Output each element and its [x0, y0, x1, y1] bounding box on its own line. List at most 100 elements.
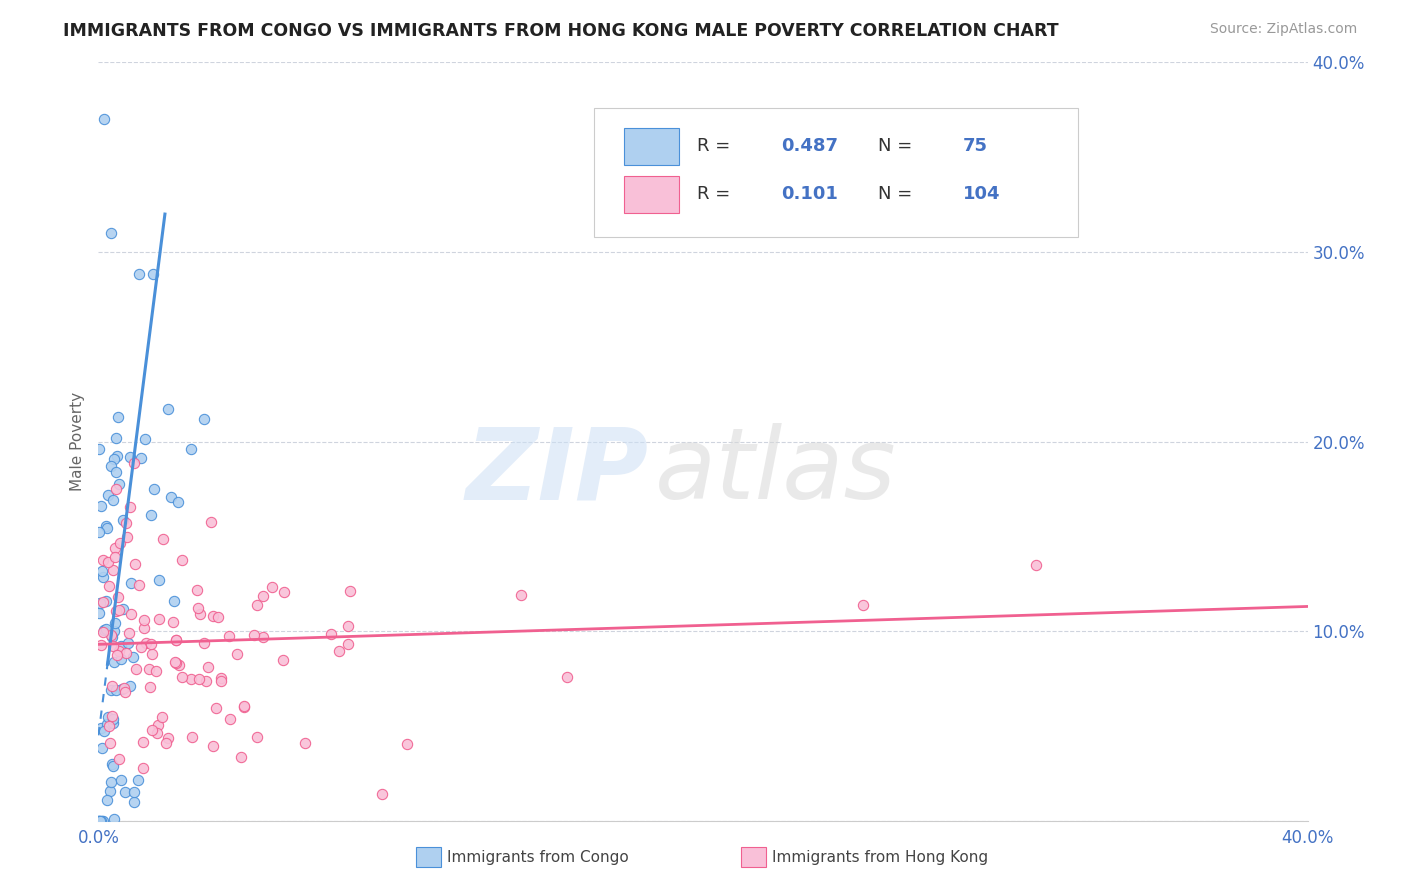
- Point: [339, 584, 361, 599]
- Point: [108, 536, 131, 550]
- Point: [165, 632, 187, 647]
- Point: [90, 565, 112, 579]
- Point: [122, 795, 145, 809]
- Point: [108, 477, 131, 491]
- Point: [98, 735, 121, 749]
- Point: [143, 482, 166, 496]
- Point: [187, 600, 209, 615]
- Point: [852, 598, 875, 612]
- Point: [205, 700, 228, 714]
- Point: [120, 576, 142, 591]
- Point: [100, 459, 122, 474]
- Point: [180, 672, 202, 686]
- Point: [219, 712, 242, 726]
- Point: [166, 656, 188, 670]
- Point: [188, 673, 211, 687]
- Point: [103, 712, 125, 726]
- Point: [98, 784, 121, 798]
- Point: [135, 636, 157, 650]
- Point: [132, 613, 155, 627]
- Point: [273, 653, 295, 667]
- Text: R =: R =: [697, 186, 730, 203]
- Text: 0.101: 0.101: [782, 186, 838, 203]
- Point: [103, 716, 125, 731]
- Point: [91, 595, 114, 609]
- Point: [93, 623, 115, 637]
- Point: [120, 500, 142, 515]
- Point: [131, 640, 153, 654]
- Point: [87, 814, 110, 828]
- Point: [139, 637, 162, 651]
- Point: [87, 814, 110, 828]
- Text: N =: N =: [879, 186, 912, 203]
- Point: [104, 615, 127, 630]
- Point: [103, 639, 125, 653]
- Text: R =: R =: [697, 136, 730, 155]
- Point: [122, 456, 145, 470]
- Point: [555, 670, 578, 684]
- Point: [232, 700, 254, 714]
- Point: [197, 660, 219, 674]
- Point: [396, 737, 419, 751]
- Point: [100, 226, 122, 240]
- Point: [90, 638, 112, 652]
- Point: [165, 633, 187, 648]
- Text: ZIP: ZIP: [465, 424, 648, 520]
- Point: [145, 664, 167, 678]
- Point: [111, 513, 134, 527]
- Point: [125, 662, 148, 676]
- Point: [163, 593, 186, 607]
- Y-axis label: Male Poverty: Male Poverty: [70, 392, 86, 491]
- Point: [105, 604, 128, 618]
- Point: [112, 602, 135, 616]
- Point: [141, 647, 163, 661]
- Point: [243, 628, 266, 642]
- Point: [146, 718, 169, 732]
- Point: [100, 775, 122, 789]
- Point: [89, 814, 111, 828]
- Point: [115, 516, 138, 531]
- Point: [98, 719, 121, 733]
- Point: [160, 490, 183, 504]
- Point: [117, 530, 139, 544]
- Point: [117, 626, 139, 640]
- Point: [225, 647, 247, 661]
- Point: [103, 813, 125, 827]
- Point: [107, 590, 129, 604]
- Point: [246, 731, 269, 745]
- Point: [138, 662, 160, 676]
- Point: [142, 268, 165, 282]
- Point: [103, 541, 125, 555]
- Point: [252, 589, 274, 603]
- Point: [181, 730, 204, 744]
- Point: [209, 673, 232, 688]
- FancyBboxPatch shape: [595, 108, 1078, 236]
- Point: [96, 717, 118, 731]
- Point: [104, 683, 127, 698]
- Text: 75: 75: [963, 136, 988, 155]
- Point: [319, 626, 342, 640]
- Text: Immigrants from Hong Kong: Immigrants from Hong Kong: [772, 850, 988, 864]
- Point: [100, 682, 122, 697]
- Point: [188, 607, 211, 622]
- Point: [117, 635, 139, 649]
- Point: [91, 814, 114, 828]
- Bar: [624, 128, 679, 165]
- Point: [167, 494, 190, 508]
- Text: atlas: atlas: [655, 424, 896, 520]
- Text: 0.487: 0.487: [782, 136, 838, 155]
- Point: [170, 670, 193, 684]
- Point: [127, 773, 149, 788]
- Point: [132, 735, 155, 749]
- Point: [97, 555, 120, 569]
- Text: Source: ZipAtlas.com: Source: ZipAtlas.com: [1209, 22, 1357, 37]
- Point: [131, 760, 153, 774]
- Text: IMMIGRANTS FROM CONGO VS IMMIGRANTS FROM HONG KONG MALE POVERTY CORRELATION CHAR: IMMIGRANTS FROM CONGO VS IMMIGRANTS FROM…: [63, 22, 1059, 40]
- Point: [139, 680, 162, 694]
- Point: [120, 607, 142, 621]
- Point: [120, 450, 142, 464]
- Point: [150, 710, 173, 724]
- Point: [89, 596, 111, 610]
- Point: [108, 752, 131, 766]
- Point: [100, 757, 122, 772]
